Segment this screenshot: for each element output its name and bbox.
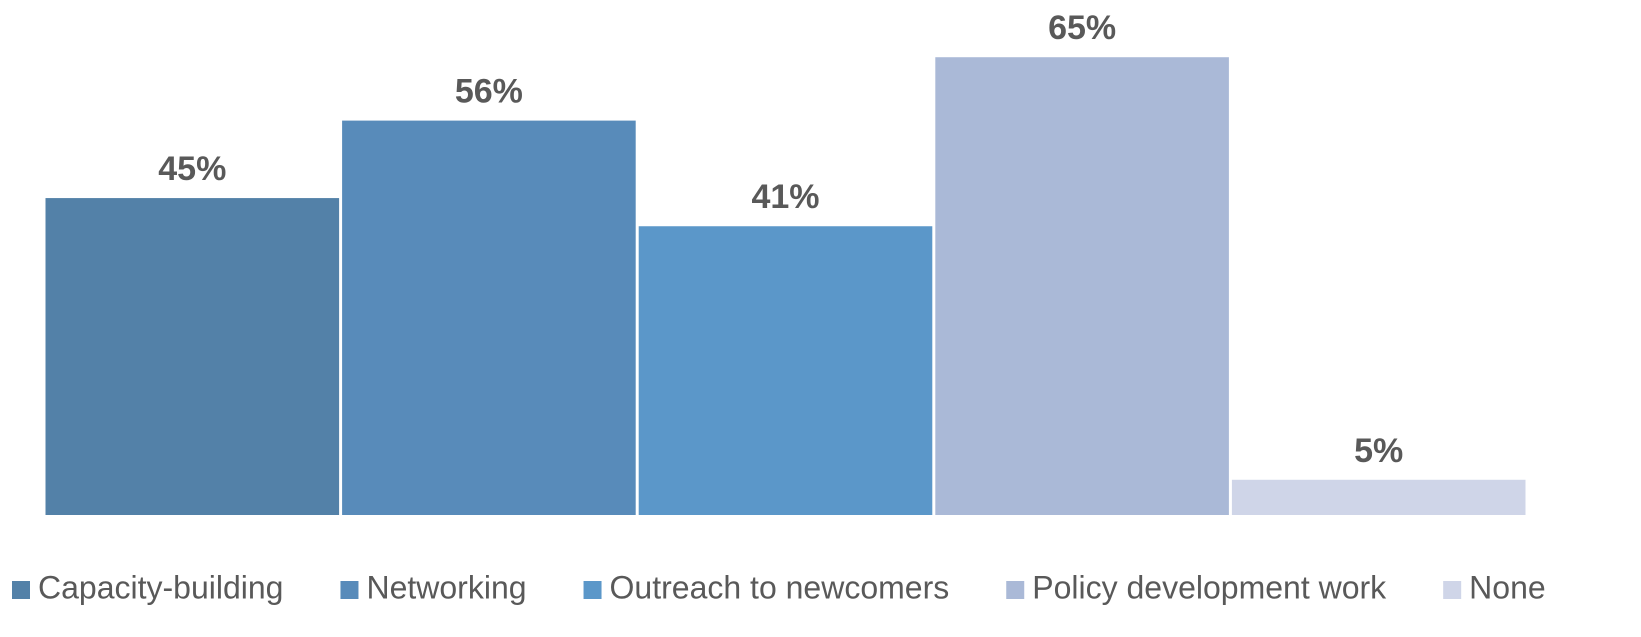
- legend-label: Outreach to newcomers: [610, 569, 950, 605]
- bar: [935, 57, 1229, 515]
- bar: [1231, 479, 1526, 515]
- legend-swatch: [1443, 581, 1462, 599]
- bar: [638, 226, 933, 515]
- legend-swatch: [340, 581, 359, 599]
- legend-swatch: [583, 581, 602, 599]
- value-label: 56%: [455, 73, 523, 111]
- value-label: 65%: [1048, 9, 1116, 47]
- value-label: 41%: [751, 178, 819, 216]
- bar: [45, 198, 340, 516]
- value-label: 5%: [1354, 432, 1403, 470]
- value-label: 45%: [158, 150, 226, 188]
- legend-swatch: [12, 581, 30, 599]
- legend-label: Capacity-building: [38, 569, 283, 605]
- legend-label: Policy development work: [1032, 569, 1387, 605]
- bar: [342, 120, 636, 515]
- legend-swatch: [1006, 581, 1025, 599]
- legend-label: None: [1469, 569, 1546, 605]
- legend-label: Networking: [366, 569, 526, 605]
